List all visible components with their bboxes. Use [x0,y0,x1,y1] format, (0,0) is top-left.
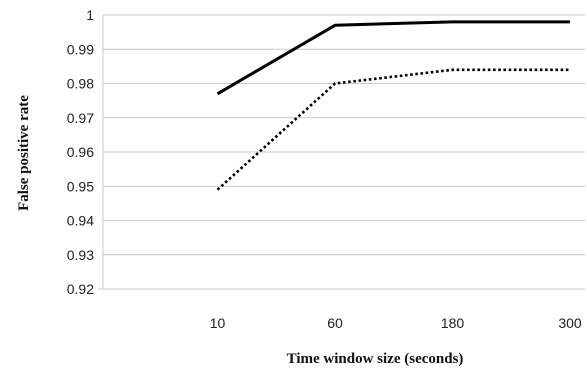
x-tick-label: 10 [210,315,226,331]
y-tick-label: 0.93 [67,247,94,263]
y-tick-label: 0.92 [67,281,94,297]
y-tick-label: 0.98 [67,76,94,92]
x-axis-ticks: 10 60 180 300 [210,315,582,331]
y-tick-label: 0.94 [67,213,94,229]
y-tick-label: 0.97 [67,110,94,126]
series-lines [216,20,570,191]
series-line-dotted [216,68,570,191]
x-tick-label: 180 [441,315,465,331]
x-axis-title: Time window size (seconds) [287,351,464,367]
y-tick-label: 0.95 [67,178,94,194]
gridlines [98,14,585,290]
y-tick-label: 0.96 [67,144,94,160]
series-line-solid [216,20,570,96]
y-axis-title: False positive rate [16,95,32,211]
x-tick-label: 60 [327,315,343,331]
y-axis-ticks: 0.92 0.93 0.94 0.95 0.96 0.97 0.98 0.99 1 [67,7,94,297]
x-tick-label: 300 [558,315,582,331]
y-tick-label: 1 [86,7,94,23]
y-tick-label: 0.99 [67,41,94,57]
